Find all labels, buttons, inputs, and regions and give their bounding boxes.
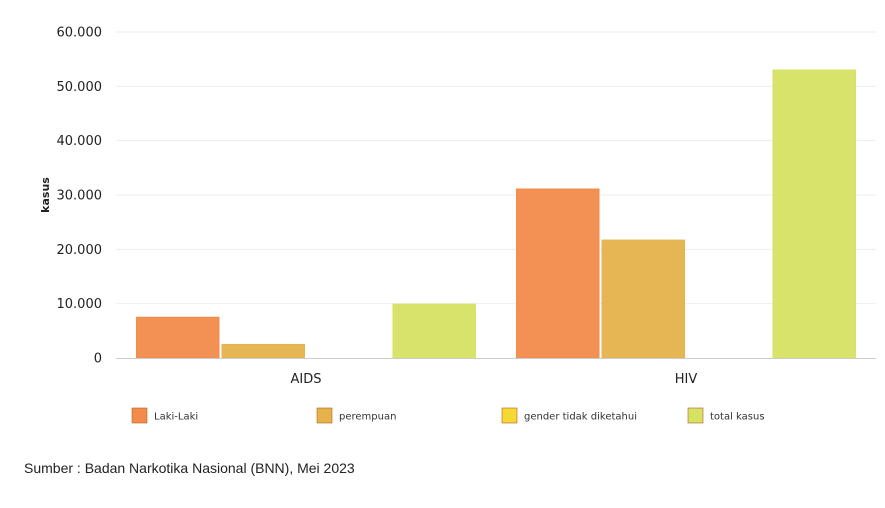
bars	[136, 69, 856, 359]
legend-label: total kasus	[710, 412, 765, 423]
legend-label: gender tidak diketahui	[524, 412, 637, 423]
x-category-label: HIV	[675, 372, 698, 387]
source-note: Sumber : Badan Narkotika Nasional (BNN),…	[24, 460, 355, 476]
legend-item[interactable]: gender tidak diketahui	[501, 407, 637, 424]
y-tick-label: 0	[94, 352, 102, 367]
y-axis-title: kasus	[39, 177, 52, 213]
legend: Laki-Laki perempuan gender tidak diketahui…	[131, 407, 765, 424]
legend-item[interactable]: perempuan	[316, 407, 396, 424]
y-axis-ticks: 0 10.000 20.000 30.000 40.000 50.000 60.000	[57, 26, 103, 367]
legend-swatch	[687, 407, 704, 424]
x-axis-categories: AIDS HIV	[291, 372, 698, 387]
legend-item[interactable]: total kasus	[687, 407, 765, 424]
legend-item[interactable]: Laki-Laki	[131, 407, 198, 424]
legend-label: Laki-Laki	[154, 412, 198, 423]
bar-chart: 0 10.000 20.000 30.000 40.000 50.000 60.000 ka…	[39, 26, 876, 424]
bar-laki-laki-hiv	[516, 188, 600, 359]
bar-laki-laki-aids	[136, 316, 220, 359]
legend-swatch	[501, 407, 518, 424]
y-tick-label: 20.000	[57, 243, 103, 258]
y-tick-label: 50.000	[57, 80, 103, 95]
bar-perempuan-aids	[221, 343, 305, 359]
bar-perempuan-hiv	[601, 239, 685, 359]
y-tick-label: 10.000	[57, 297, 103, 312]
y-tick-label: 30.000	[57, 189, 103, 204]
legend-swatch	[131, 407, 148, 424]
y-tick-label: 40.000	[57, 134, 103, 149]
legend-swatch	[316, 407, 333, 424]
bar-total-kasus-hiv	[772, 69, 856, 359]
gridlines	[116, 31, 876, 305]
bar-total-kasus-aids	[392, 303, 476, 359]
x-category-label: AIDS	[291, 372, 322, 387]
y-tick-label: 60.000	[57, 26, 103, 41]
legend-label: perempuan	[339, 412, 396, 423]
